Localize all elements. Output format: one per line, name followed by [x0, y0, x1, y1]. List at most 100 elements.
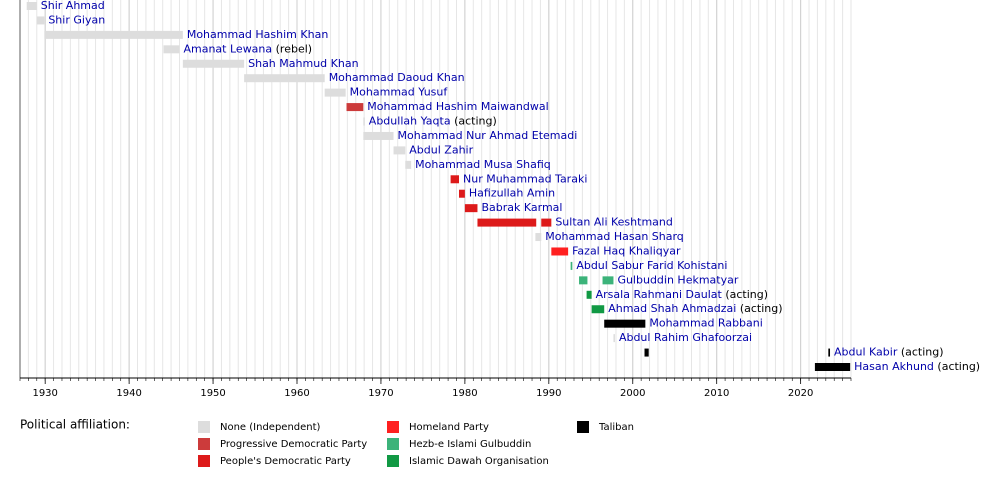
leader-name: Abdullah Yaqta [369, 115, 451, 128]
leader-name: Mohammad Hasan Sharq [545, 230, 684, 243]
leader-name: Mohammad Musa Shafiq [415, 158, 551, 171]
leader-name: Gulbuddin Hekmatyar [617, 273, 738, 286]
row-label: Abdul Zahir [409, 143, 473, 156]
row-label: Mohammad Daoud Khan [329, 71, 465, 84]
term-bar [551, 247, 569, 256]
row-label: Arsala Rahmani Daulat (acting) [596, 288, 768, 301]
term-bar [26, 2, 37, 10]
term-bar [44, 30, 183, 39]
term-bar [644, 348, 649, 357]
legend-swatch [198, 438, 210, 450]
leader-note: (acting) [454, 115, 497, 128]
x-tick-label: 1990 [536, 388, 561, 399]
row-label: Mohammad Yusuf [350, 86, 449, 99]
term-bar [613, 334, 615, 343]
term-bar [450, 175, 460, 184]
leader-name: Mohammad Hashim Khan [187, 28, 328, 41]
legend-swatch [198, 421, 210, 433]
term-bar [393, 146, 406, 155]
row-label: Abdul Rahim Ghafoorzai [619, 331, 752, 344]
term-bar [828, 348, 831, 357]
row-label: Abdullah Yaqta (acting) [369, 115, 497, 128]
legend-label: People's Democratic Party [220, 456, 351, 467]
leader-name: Amanat Lewana [183, 42, 272, 55]
term-bar [459, 189, 465, 198]
term-bar [604, 319, 646, 328]
row-label: Fazal Haq Khaliqyar [572, 244, 681, 257]
legend-label: Homeland Party [409, 422, 489, 433]
x-tick-label: 2010 [704, 388, 729, 399]
x-tick-label: 2000 [620, 388, 645, 399]
row-label: Shir Ahmad [41, 0, 105, 12]
term-bar [602, 276, 614, 285]
legend-label: Progressive Democratic Party [220, 439, 367, 450]
row-label: Babrak Karmal [481, 201, 562, 214]
term-bar [163, 45, 180, 54]
x-tick-label: 1980 [452, 388, 477, 399]
x-tick-label: 1950 [200, 388, 225, 399]
leader-note: (acting) [725, 288, 768, 301]
term-bar [244, 74, 325, 83]
x-tick-label: 1930 [32, 388, 57, 399]
leader-name: Ahmad Shah Ahmadzai [608, 302, 736, 315]
legend-label: Hezb-e Islami Gulbuddin [409, 439, 531, 450]
term-bar [405, 160, 412, 169]
term-bar [363, 131, 394, 140]
leader-name: Mohammad Nur Ahmad Etemadi [398, 129, 578, 142]
leader-name: Hasan Akhund [854, 360, 934, 373]
term-bar [579, 276, 588, 285]
row-label: Gulbuddin Hekmatyar [617, 273, 738, 286]
row-label: Hasan Akhund (acting) [854, 360, 980, 373]
leader-name: Sultan Ali Keshtmand [555, 216, 673, 229]
row-label: Amanat Lewana (rebel) [183, 42, 312, 55]
legend-title: Political affiliation: [20, 418, 130, 432]
term-bar [535, 233, 542, 242]
row-label: Abdul Sabur Farid Kohistani [576, 259, 727, 272]
leader-name: Mohammad Hashim Maiwandwal [367, 100, 548, 113]
term-bar [814, 363, 851, 371]
legend-swatch [387, 421, 399, 433]
row-label: Sultan Ali Keshtmand [555, 216, 673, 229]
leader-name: Mohammad Yusuf [350, 86, 449, 99]
term-bar [36, 16, 45, 25]
legend-swatch [387, 438, 399, 450]
leader-name: Shir Giyan [48, 13, 105, 26]
leader-name: Abdul Zahir [409, 143, 473, 156]
row-label: Hafizullah Amin [469, 187, 555, 200]
term-bar [477, 218, 537, 227]
term-bar [346, 103, 364, 112]
legend-label: None (Independent) [220, 422, 321, 433]
leader-note: (acting) [740, 302, 783, 315]
leader-name: Abdul Kabir [834, 346, 898, 359]
legend-swatch [577, 421, 589, 433]
leader-name: Abdul Rahim Ghafoorzai [619, 331, 752, 344]
term-bar [570, 261, 573, 270]
term-bar [541, 218, 552, 227]
leader-name: Shah Mahmud Khan [248, 57, 358, 70]
term-bar [591, 305, 605, 314]
row-label: Ahmad Shah Ahmadzai (acting) [608, 302, 782, 315]
row-label: Abdul Kabir (acting) [834, 346, 944, 359]
x-tick-label: 1970 [368, 388, 393, 399]
leader-name: Abdul Sabur Farid Kohistani [576, 259, 727, 272]
row-label: Mohammad Musa Shafiq [415, 158, 551, 171]
x-tick-label: 2020 [788, 388, 813, 399]
leader-name: Hafizullah Amin [469, 187, 555, 200]
legend-swatch [387, 455, 399, 467]
leader-note: (acting) [937, 360, 980, 373]
leader-note: (rebel) [276, 42, 312, 55]
leader-name: Fazal Haq Khaliqyar [572, 244, 681, 257]
term-bar [464, 204, 478, 213]
legend-label: Taliban [598, 422, 634, 433]
leader-name: Babrak Karmal [481, 201, 562, 214]
legend-swatch [198, 455, 210, 467]
x-tick-label: 1940 [116, 388, 141, 399]
x-tick-label: 1960 [284, 388, 309, 399]
term-bar [182, 59, 245, 68]
row-label: Mohammad Rabbani [649, 317, 762, 330]
term-bar [363, 117, 365, 126]
leader-name: Arsala Rahmani Daulat [596, 288, 723, 301]
row-label: Mohammad Hashim Khan [187, 28, 328, 41]
leader-note: (acting) [901, 346, 944, 359]
